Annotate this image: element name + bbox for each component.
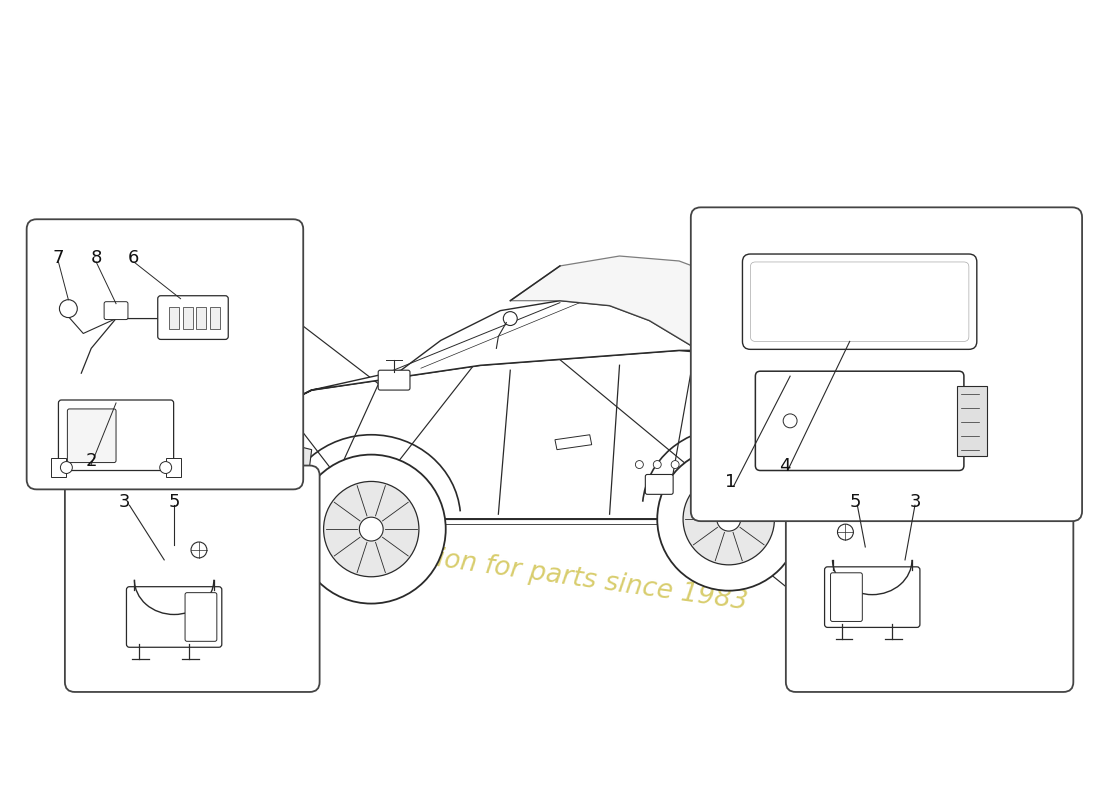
Circle shape [59,300,77,318]
Circle shape [837,524,854,540]
Polygon shape [698,271,878,390]
FancyBboxPatch shape [185,593,217,642]
Circle shape [671,461,679,469]
Bar [957,386,987,456]
FancyBboxPatch shape [126,586,222,647]
Text: 5: 5 [849,494,861,511]
FancyBboxPatch shape [157,296,229,339]
Polygon shape [510,256,739,350]
Circle shape [160,462,172,474]
FancyBboxPatch shape [67,409,116,462]
Polygon shape [210,306,220,329]
FancyBboxPatch shape [691,207,1082,521]
FancyBboxPatch shape [58,400,174,470]
FancyBboxPatch shape [26,219,304,490]
Text: 4: 4 [780,457,791,474]
FancyBboxPatch shape [646,474,673,494]
Polygon shape [192,474,248,519]
Polygon shape [779,271,878,341]
Circle shape [636,461,644,469]
Polygon shape [852,445,868,470]
Text: 2: 2 [86,452,97,470]
Polygon shape [166,458,180,478]
FancyBboxPatch shape [378,370,410,390]
Text: 3: 3 [119,494,130,511]
Polygon shape [168,306,178,329]
Polygon shape [208,440,311,504]
Polygon shape [192,301,698,490]
Circle shape [658,448,801,590]
Polygon shape [52,458,66,478]
Circle shape [297,454,446,603]
Text: 6: 6 [129,249,140,267]
Circle shape [683,474,774,565]
FancyBboxPatch shape [830,573,862,622]
Text: a passion for parts since 1983: a passion for parts since 1983 [351,534,749,615]
FancyBboxPatch shape [65,466,320,692]
Text: 5: 5 [168,494,180,511]
Circle shape [191,542,207,558]
Text: eurocars: eurocars [242,387,858,508]
FancyBboxPatch shape [785,466,1074,692]
Circle shape [60,462,73,474]
FancyBboxPatch shape [742,254,977,350]
Circle shape [504,312,517,326]
Polygon shape [183,306,192,329]
Text: ⊕: ⊕ [251,467,263,482]
Text: 1: 1 [725,474,736,491]
Polygon shape [818,440,878,519]
Polygon shape [728,315,789,360]
Circle shape [783,414,798,428]
Text: 3: 3 [910,494,921,511]
Text: 7: 7 [53,249,64,267]
FancyBboxPatch shape [104,302,128,319]
Text: 8: 8 [90,249,102,267]
Polygon shape [192,350,872,519]
Polygon shape [789,306,843,346]
FancyBboxPatch shape [756,371,964,470]
FancyBboxPatch shape [825,567,920,627]
Circle shape [323,482,419,577]
Circle shape [717,507,740,531]
Polygon shape [198,410,277,459]
Polygon shape [556,434,592,450]
Circle shape [653,461,661,469]
Polygon shape [197,306,207,329]
Circle shape [360,517,383,541]
